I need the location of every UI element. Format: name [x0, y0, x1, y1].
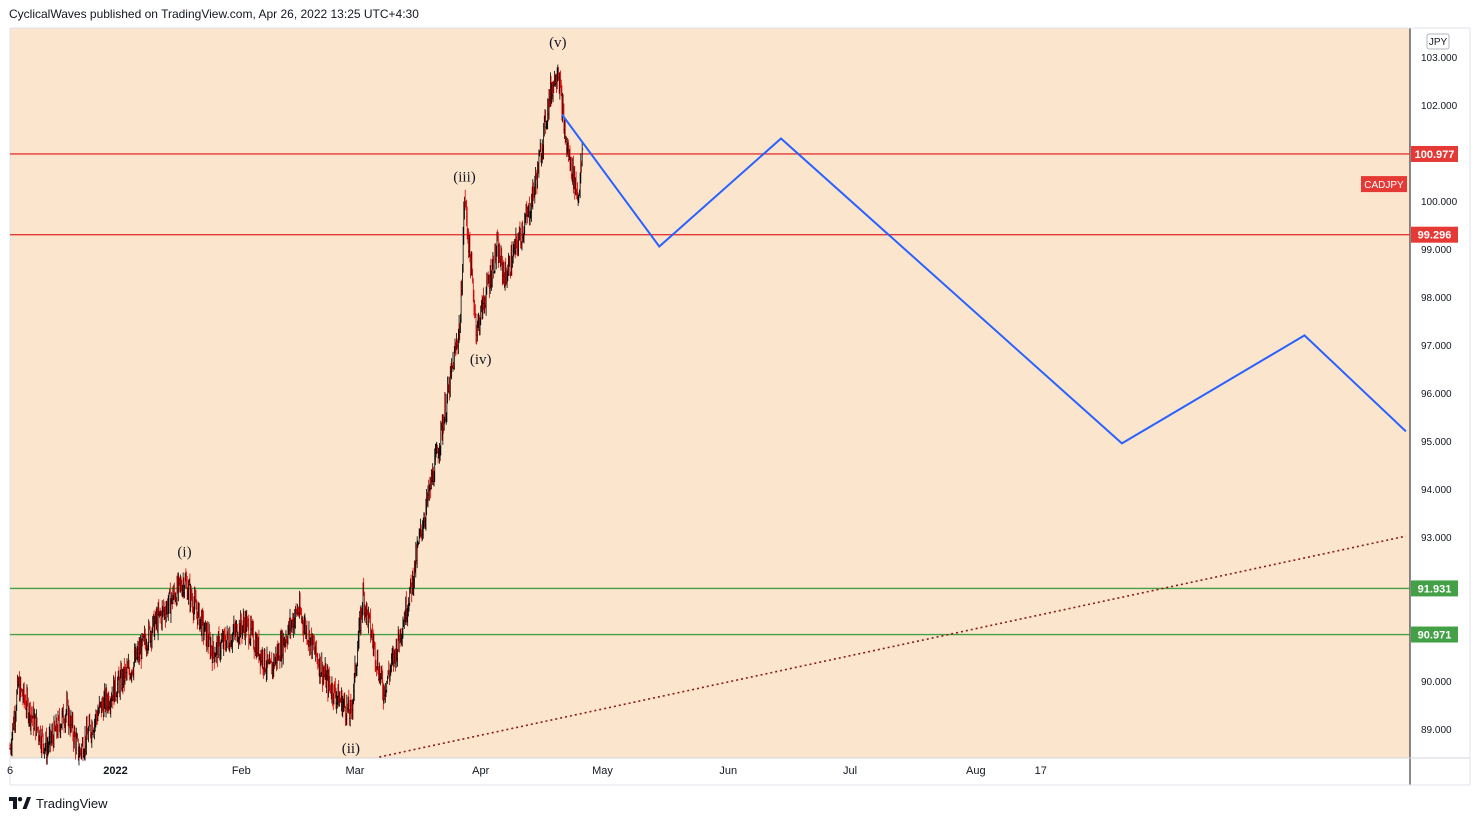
y-tick-label: 94.000 — [1421, 485, 1452, 496]
x-tick-label: Jun — [719, 765, 737, 777]
x-tick-label: Aug — [966, 765, 986, 777]
currency-badge[interactable]: JPY — [1426, 33, 1450, 50]
wave-label[interactable]: (i) — [177, 544, 191, 560]
y-tick-label: 95.000 — [1421, 437, 1452, 448]
level-tag-label: 91.931 — [1418, 583, 1452, 595]
publisher-line: CyclicalWaves published on TradingView.c… — [9, 7, 419, 21]
y-tick-label: 103.000 — [1421, 53, 1458, 64]
currency-label: JPY — [1429, 37, 1448, 48]
y-tick-label: 100.000 — [1421, 197, 1458, 208]
x-tick-label: Mar — [345, 765, 364, 777]
plot-background — [10, 28, 1410, 758]
x-tick-label: Apr — [472, 765, 489, 777]
x-tick-label: Jul — [843, 765, 857, 777]
x-tick-label: Feb — [232, 765, 251, 777]
level-tag-label: 90.971 — [1418, 630, 1452, 642]
y-tick-label: 98.000 — [1421, 293, 1452, 304]
x-tick-label: May — [592, 765, 613, 777]
y-tick-label: 99.000 — [1421, 245, 1452, 256]
projection-path[interactable] — [561, 113, 1407, 445]
x-tick-label: 6 — [7, 765, 13, 777]
level-tag-support — [1411, 626, 1458, 643]
wave-label[interactable]: (ii) — [342, 741, 360, 757]
y-tick-label: 102.000 — [1421, 101, 1458, 112]
candle — [581, 141, 584, 167]
level-tag-resistance — [1411, 145, 1458, 162]
symbol-tag-label: CADJPY — [1364, 180, 1404, 191]
tradingview-logo-icon — [9, 797, 31, 809]
level-tag-support — [1411, 580, 1458, 597]
wave-label[interactable]: (v) — [549, 35, 567, 51]
x-tick-label: 2022 — [103, 765, 127, 777]
y-tick-label: 93.000 — [1421, 533, 1452, 544]
x-tick-label: 17 — [1035, 765, 1047, 777]
wave-label[interactable]: (iii) — [453, 170, 476, 186]
level-tag-resistance — [1411, 226, 1458, 243]
footer-brand[interactable]: TradingView — [9, 794, 108, 812]
y-tick-label: 96.000 — [1421, 389, 1452, 400]
footer-brand-text: TradingView — [36, 795, 108, 811]
wave-label[interactable]: (iv) — [470, 352, 492, 368]
y-tick-label: 90.000 — [1421, 677, 1452, 688]
symbol-tag[interactable] — [1361, 176, 1407, 193]
y-tick-label: 97.000 — [1421, 341, 1452, 352]
y-tick-label: 89.000 — [1421, 725, 1452, 736]
level-tag-label: 100.977 — [1415, 149, 1455, 161]
rising-trendline[interactable] — [379, 535, 1407, 758]
level-tag-label: 99.296 — [1418, 230, 1452, 242]
